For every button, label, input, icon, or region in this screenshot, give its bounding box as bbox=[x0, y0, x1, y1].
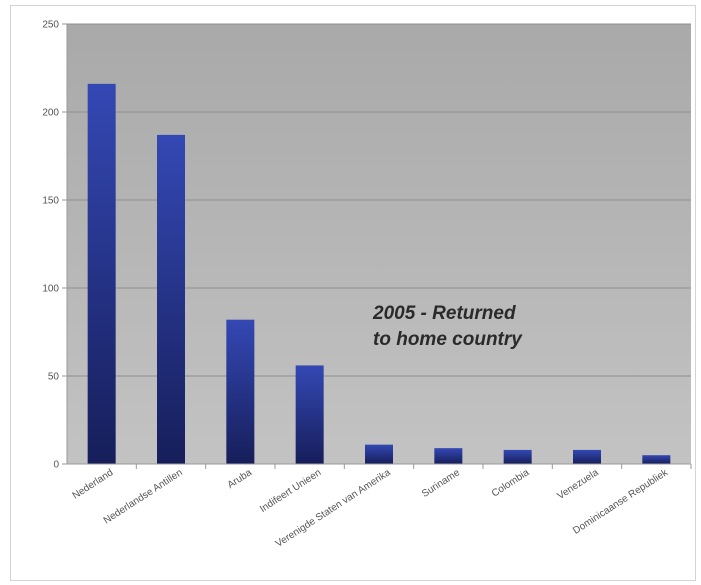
y-tick-label: 100 bbox=[42, 284, 59, 295]
bar bbox=[295, 365, 324, 464]
x-tick-label: Aruba bbox=[226, 467, 255, 491]
y-tick-label: 50 bbox=[48, 372, 60, 383]
chart-frame: 0 50 100 150 200 250 Nederland Nederlandse Ant… bbox=[10, 5, 696, 581]
y-tick-label: 0 bbox=[53, 460, 59, 471]
bar bbox=[434, 448, 463, 464]
bar bbox=[87, 83, 116, 464]
bars bbox=[87, 83, 671, 464]
x-tick-label: Indifeert Unieen bbox=[258, 467, 323, 515]
x-tick-label: Nederland bbox=[71, 467, 116, 501]
bar bbox=[503, 449, 532, 464]
bar bbox=[365, 444, 393, 464]
x-tick-label: Suriname bbox=[420, 467, 462, 500]
x-tick-label: Verenigde Staten van Amerika bbox=[274, 467, 393, 550]
y-tick-label: 250 bbox=[42, 20, 59, 31]
x-tick-label: Venezuela bbox=[555, 467, 601, 502]
bar bbox=[226, 319, 255, 464]
annotation-line-1: 2005 - Returned bbox=[372, 303, 516, 324]
y-axis: 0 50 100 150 200 250 bbox=[42, 20, 68, 471]
y-tick-label: 150 bbox=[42, 196, 59, 207]
y-tick-label: 200 bbox=[42, 108, 59, 119]
bar bbox=[573, 449, 601, 464]
annotation-line-2: to home country bbox=[373, 329, 523, 350]
bar bbox=[642, 455, 671, 464]
bar bbox=[157, 134, 185, 464]
x-tick-label: Colombia bbox=[490, 467, 532, 499]
